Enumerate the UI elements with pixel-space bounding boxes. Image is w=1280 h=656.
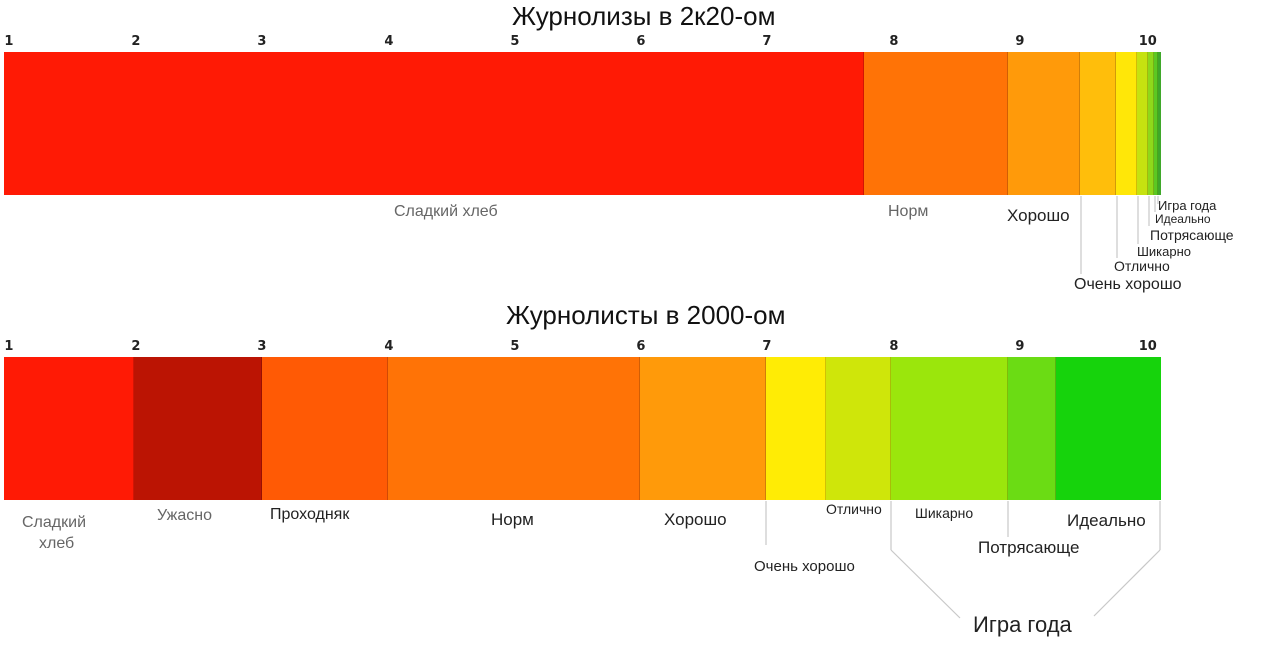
bottom-label-good: Хорошо <box>664 510 727 529</box>
bottom-seg-sweet-bread <box>4 357 134 500</box>
top-label-good: Хорошо <box>1007 206 1070 225</box>
top-rating-bar <box>4 52 1161 195</box>
top-seg-goty <box>1158 52 1161 195</box>
bottom-label-excellent: Отлично <box>826 501 882 517</box>
top-label-goty: Игра года <box>1158 198 1217 213</box>
bottom-tick-7: 7 <box>762 339 772 354</box>
top-label-norm: Норм <box>888 203 929 220</box>
top-tick-10: 10 <box>1138 34 1157 49</box>
bottom-tick-10: 10 <box>1138 339 1157 354</box>
top-seg-sweet-bread <box>4 52 864 195</box>
top-label-amazing: Потрясающе <box>1150 227 1234 243</box>
bottom-label-sweet-bread-line2: хлеб <box>39 535 75 552</box>
bottom-tick-2: 2 <box>131 339 141 354</box>
top-seg-good <box>1008 52 1080 195</box>
bottom-tick-8: 8 <box>889 339 899 354</box>
top-chart-title: Журнолизы в 2к20-ом <box>512 1 776 31</box>
bottom-label-awful: Ужасно <box>157 507 212 524</box>
bottom-tick-3: 3 <box>257 339 267 354</box>
bottom-seg-awful <box>134 357 262 500</box>
top-seg-norm <box>864 52 1008 195</box>
top-tick-7: 7 <box>762 34 772 49</box>
bottom-seg-norm <box>388 357 640 500</box>
bottom-seg-excellent <box>826 357 891 500</box>
bottom-label-passable: Проходняк <box>270 506 350 523</box>
top-label-perfect: Идеально <box>1155 212 1211 226</box>
bottom-chart-title: Журнолисты в 2000-ом <box>506 300 786 330</box>
top-seg-amazing <box>1148 52 1154 195</box>
bottom-rating-bar <box>4 357 1161 500</box>
top-seg-perfect <box>1154 52 1158 195</box>
bottom-tick-9: 9 <box>1015 339 1025 354</box>
bottom-tick-4: 4 <box>384 339 394 354</box>
top-seg-gorgeous <box>1137 52 1148 195</box>
top-seg-very-good <box>1080 52 1116 195</box>
top-seg-excellent <box>1116 52 1137 195</box>
bottom-seg-gorgeous <box>891 357 1008 500</box>
bottom-label-sweet-bread-line1: Сладкий <box>22 514 86 531</box>
bottom-label-norm: Норм <box>491 510 534 529</box>
top-tick-4: 4 <box>384 34 394 49</box>
bottom-label-very-good: Очень хорошо <box>754 558 855 575</box>
bottom-tick-6: 6 <box>636 339 646 354</box>
top-tick-6: 6 <box>636 34 646 49</box>
top-label-sweet-bread: Сладкий хлеб <box>394 203 498 220</box>
top-tick-8: 8 <box>889 34 899 49</box>
bottom-seg-passable <box>262 357 388 500</box>
bottom-seg-amazing <box>1008 357 1056 500</box>
bottom-seg-perfect <box>1056 357 1161 500</box>
top-tick-5: 5 <box>510 34 520 49</box>
top-tick-2: 2 <box>131 34 141 49</box>
bottom-seg-very-good <box>766 357 826 500</box>
bottom-label-perfect: Идеально <box>1067 511 1146 530</box>
bottom-label-goty: Игра года <box>973 612 1072 637</box>
top-label-gorgeous: Шикарно <box>1137 244 1192 259</box>
bottom-label-amazing: Потрясающе <box>978 538 1080 557</box>
bottom-label-gorgeous: Шикарно <box>915 505 974 521</box>
top-tick-3: 3 <box>257 34 267 49</box>
bottom-seg-good <box>640 357 766 500</box>
bottom-tick-5: 5 <box>510 339 520 354</box>
top-label-very-good: Очень хорошо <box>1074 276 1182 293</box>
top-tick-9: 9 <box>1015 34 1025 49</box>
bottom-tick-1: 1 <box>4 339 14 354</box>
top-label-excellent: Отлично <box>1114 258 1170 274</box>
top-tick-1: 1 <box>4 34 14 49</box>
